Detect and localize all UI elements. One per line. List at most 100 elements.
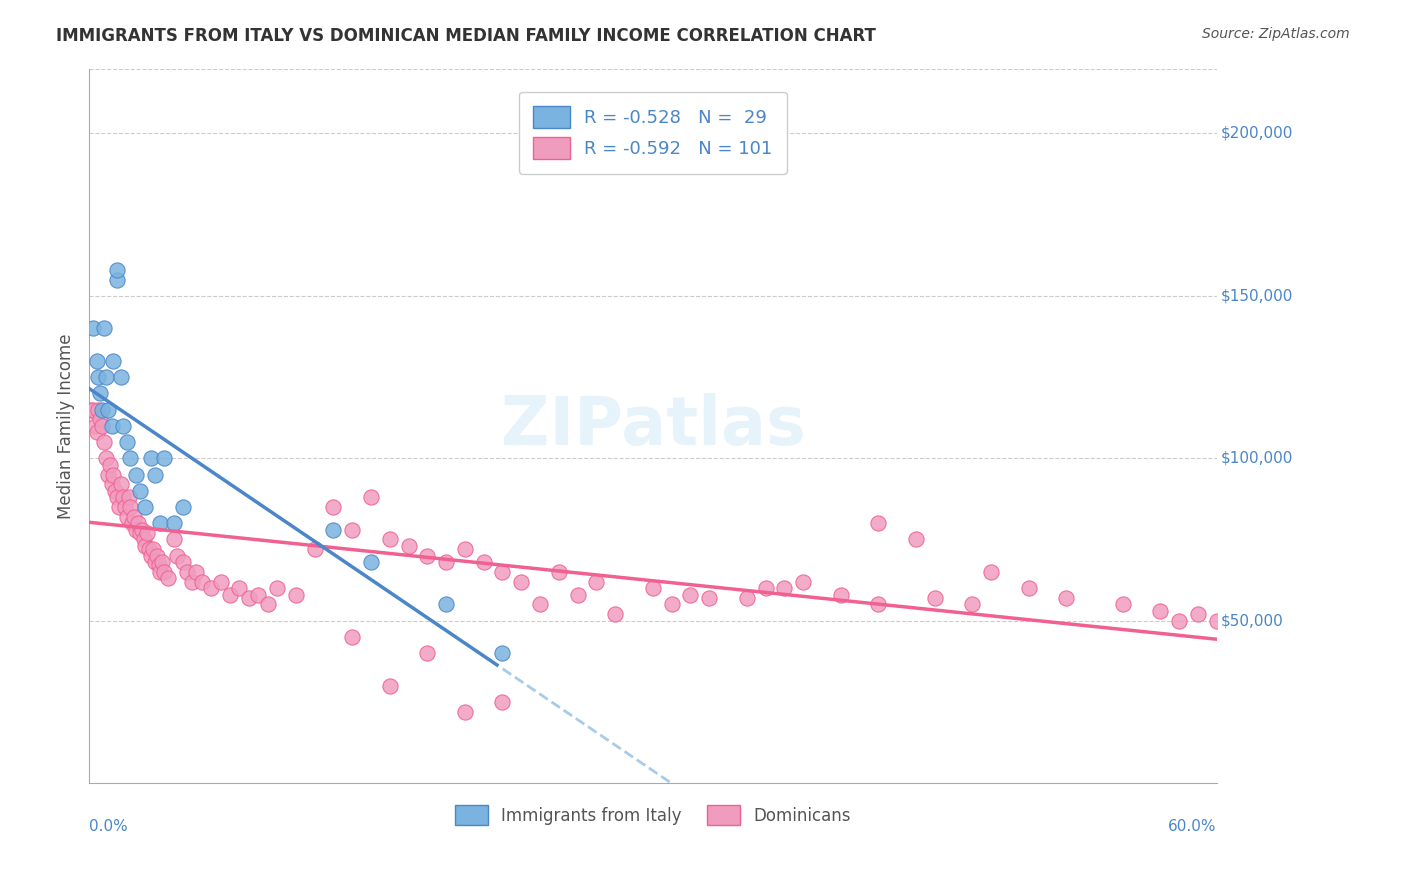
Point: [138, 542, 160, 557]
Point: [142, 542, 165, 557]
Point: [755, 581, 778, 595]
Text: 0.0%: 0.0%: [89, 819, 128, 834]
Point: [86, 354, 108, 368]
Point: [219, 588, 242, 602]
Point: [87, 402, 110, 417]
Point: [510, 574, 533, 589]
Point: [89, 412, 111, 426]
Point: [83, 418, 105, 433]
Point: [322, 500, 344, 514]
Point: [105, 272, 128, 286]
Point: [256, 598, 278, 612]
Point: [121, 516, 143, 531]
Point: [529, 598, 551, 612]
Text: $50,000: $50,000: [1220, 613, 1284, 628]
Point: [143, 467, 166, 482]
Point: [491, 695, 513, 709]
Point: [547, 565, 569, 579]
Point: [209, 574, 232, 589]
Point: [360, 490, 382, 504]
Point: [94, 370, 117, 384]
Point: [186, 565, 208, 579]
Point: [125, 523, 148, 537]
Point: [924, 591, 946, 605]
Point: [585, 574, 607, 589]
Point: [679, 588, 702, 602]
Point: [97, 467, 120, 482]
Point: [340, 523, 363, 537]
Point: [104, 483, 127, 498]
Point: [82, 321, 104, 335]
Point: [98, 458, 121, 472]
Point: [89, 386, 111, 401]
Point: [416, 549, 439, 563]
Point: [904, 533, 927, 547]
Point: [86, 425, 108, 440]
Point: [105, 490, 128, 504]
Point: [340, 630, 363, 644]
Point: [149, 516, 172, 531]
Point: [115, 509, 138, 524]
Point: [100, 418, 122, 433]
Point: [962, 598, 984, 612]
Point: [120, 500, 142, 514]
Point: [127, 516, 149, 531]
Point: [115, 435, 138, 450]
Point: [149, 565, 172, 579]
Point: [200, 581, 222, 595]
Point: [162, 516, 184, 531]
Point: [97, 402, 120, 417]
Point: [697, 591, 720, 605]
Point: [153, 565, 176, 579]
Point: [1187, 607, 1209, 622]
Point: [605, 607, 627, 622]
Text: $200,000: $200,000: [1220, 126, 1292, 141]
Point: [128, 483, 150, 498]
Point: [266, 581, 288, 595]
Point: [110, 370, 132, 384]
Text: $150,000: $150,000: [1220, 288, 1292, 303]
Point: [110, 477, 132, 491]
Point: [378, 533, 401, 547]
Point: [128, 525, 150, 540]
Point: [134, 539, 156, 553]
Point: [238, 591, 260, 605]
Point: [136, 525, 159, 540]
Point: [868, 516, 890, 531]
Point: [454, 542, 477, 557]
Point: [93, 321, 115, 335]
Point: [416, 646, 439, 660]
Point: [360, 555, 382, 569]
Point: [176, 565, 198, 579]
Point: [82, 402, 104, 417]
Point: [735, 591, 758, 605]
Point: [122, 509, 145, 524]
Point: [108, 500, 131, 514]
Point: [100, 477, 122, 491]
Point: [830, 588, 852, 602]
Point: [91, 402, 114, 417]
Point: [454, 705, 477, 719]
Point: [491, 646, 513, 660]
Point: [641, 581, 664, 595]
Text: 60.0%: 60.0%: [1168, 819, 1216, 834]
Point: [134, 500, 156, 514]
Point: [1168, 614, 1191, 628]
Point: [139, 549, 162, 563]
Point: [284, 588, 307, 602]
Point: [87, 370, 110, 384]
Point: [773, 581, 796, 595]
Point: [80, 402, 103, 417]
Point: [132, 533, 155, 547]
Point: [228, 581, 250, 595]
Point: [156, 571, 179, 585]
Point: [131, 523, 153, 537]
Point: [150, 555, 173, 569]
Point: [166, 549, 188, 563]
Point: [247, 588, 270, 602]
Point: [980, 565, 1002, 579]
Point: [153, 451, 176, 466]
Point: [91, 418, 114, 433]
Legend: Immigrants from Italy, Dominicans: Immigrants from Italy, Dominicans: [449, 798, 858, 832]
Text: IMMIGRANTS FROM ITALY VS DOMINICAN MEDIAN FAMILY INCOME CORRELATION CHART: IMMIGRANTS FROM ITALY VS DOMINICAN MEDIA…: [56, 27, 876, 45]
